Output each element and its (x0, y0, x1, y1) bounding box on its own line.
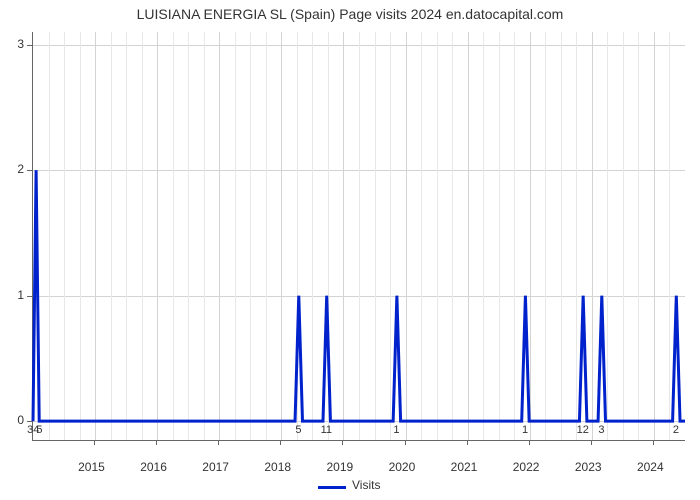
x-axis-label: 2021 (451, 460, 478, 474)
y-axis-tick (27, 45, 32, 46)
y-axis-label: 3 (4, 37, 24, 51)
x-axis-label: 2017 (202, 460, 229, 474)
y-axis-label: 0 (4, 413, 24, 427)
data-point-label: 12 (577, 424, 589, 436)
visits-line-series (33, 32, 685, 440)
data-point-label: 1 (393, 424, 399, 436)
x-axis-tick (653, 440, 654, 445)
chart-container: LUISIANA ENERGIA SL (Spain) Page visits … (0, 0, 700, 500)
data-point-label: 1 (522, 424, 528, 436)
y-axis-tick (27, 170, 32, 171)
x-axis-label: 2023 (575, 460, 602, 474)
x-axis-label: 2016 (140, 460, 167, 474)
data-point-label: 5 (295, 424, 301, 436)
data-point-label: 2 (673, 424, 679, 436)
x-axis-tick (94, 440, 95, 445)
data-point-label: 3 (598, 424, 604, 436)
x-axis-label: 2024 (637, 460, 664, 474)
plot-area (32, 32, 685, 441)
x-axis-tick (591, 440, 592, 445)
x-axis-label: 2015 (78, 460, 105, 474)
x-axis-tick (467, 440, 468, 445)
x-axis-label: 2018 (264, 460, 291, 474)
x-axis-tick (218, 440, 219, 445)
data-point-label: 5 (36, 424, 42, 436)
x-axis-label: 2022 (513, 460, 540, 474)
chart-title: LUISIANA ENERGIA SL (Spain) Page visits … (0, 6, 700, 22)
x-axis-tick (280, 440, 281, 445)
x-axis-tick (405, 440, 406, 445)
x-axis-tick (342, 440, 343, 445)
x-axis-label: 2019 (326, 460, 353, 474)
x-axis-tick (156, 440, 157, 445)
legend-label: Visits (352, 478, 380, 492)
data-point-label: 11 (321, 424, 332, 436)
y-axis-label: 1 (4, 288, 24, 302)
y-axis-tick (27, 421, 32, 422)
y-axis-label: 2 (4, 162, 24, 176)
x-axis-label: 2020 (389, 460, 416, 474)
x-axis-tick (529, 440, 530, 445)
legend-swatch (318, 486, 346, 489)
y-axis-tick (27, 296, 32, 297)
